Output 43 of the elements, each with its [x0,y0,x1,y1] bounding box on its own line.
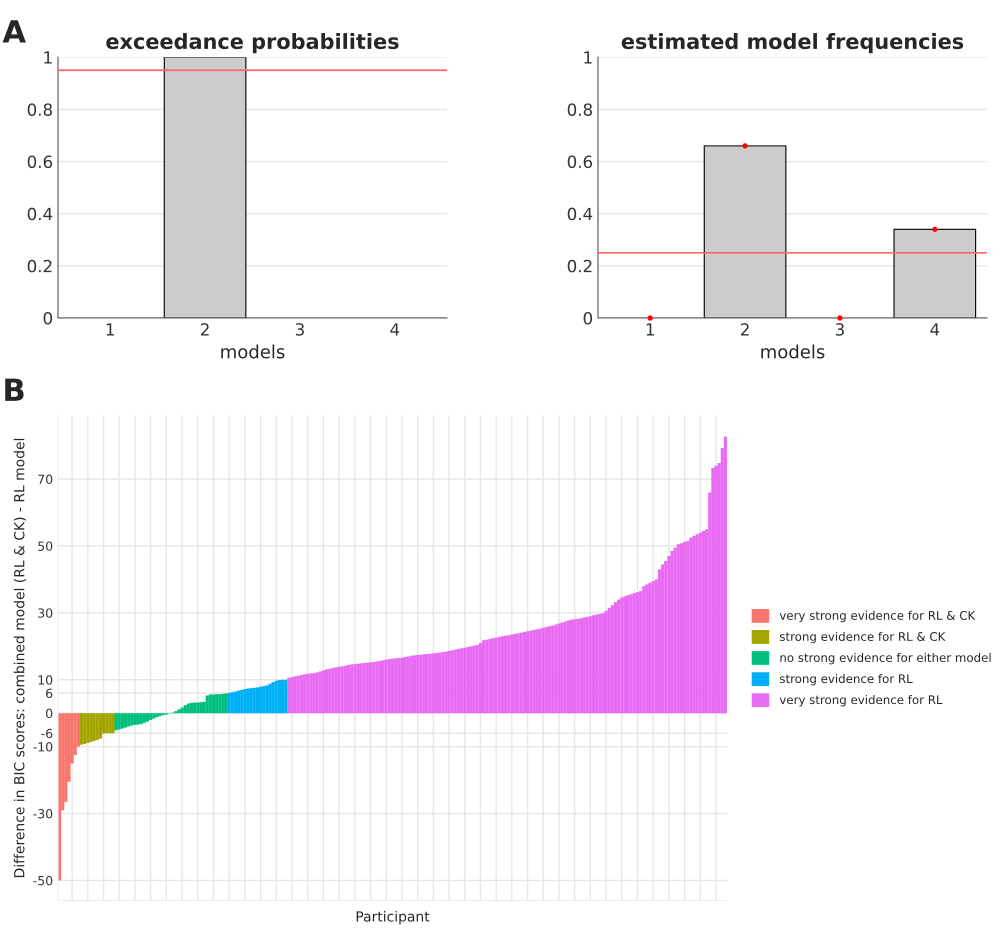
legend-label: no strong evidence for either model [780,652,991,664]
y-tick-label: 50 [38,541,52,551]
x-axis-title: Participant [356,910,430,924]
y-tick-label: 1 [44,51,52,64]
legend-label: strong evidence for RL & CK [780,632,946,644]
y-tick-label: -10 [33,742,52,752]
x-tick-label: 4 [390,323,400,336]
legend-label: strong evidence for RL [780,674,913,686]
x-tick-label: 3 [296,323,304,336]
y-tick-label: 1 [584,51,592,64]
x-tick-label: 1 [106,323,114,336]
y-tick-label: 0.4 [28,208,52,220]
y-tick-label: 30 [38,608,52,618]
y-tick-label: 0.2 [568,260,592,272]
x-tick-label: 2 [740,323,749,336]
y-tick-label: -30 [33,808,52,818]
x-tick-label: 1 [646,323,654,336]
y-tick-label: 6 [46,688,52,698]
legend-label: very strong evidence for RL [780,695,942,706]
text: A [2,20,26,43]
y-tick-label: 0.2 [28,260,52,272]
y-tick-label: -50 [33,876,52,886]
y-tick-label: 0 [46,708,52,718]
y-tick-label: 0.6 [28,155,52,168]
x-tick-label: 4 [930,323,940,336]
legend-label: very strong evidence for RL & CK [780,610,976,622]
y-axis-title: Difference in BIC scores: combined model (RL & CK) - RL model [14,438,26,878]
text: B [5,378,24,401]
y-tick-label: -6 [41,728,52,738]
y-tick-label: 0 [44,312,52,325]
y-tick-label: 0.4 [568,208,592,220]
y-tick-label: 0.8 [28,103,52,116]
x-axis-title: models [221,344,284,359]
x-tick-label: 2 [200,323,209,336]
y-tick-label: 10 [38,675,52,685]
y-tick-label: 0 [584,312,592,325]
y-tick-label: 70 [38,474,52,484]
y-tick-label: 0.6 [568,155,592,168]
x-tick-label: 3 [836,323,844,336]
y-tick-label: 0.8 [568,103,592,116]
chart-title: exceedance probabilities [106,33,399,54]
chart-title: estimated model frequencies [622,33,964,54]
x-axis-title: models [761,344,824,359]
